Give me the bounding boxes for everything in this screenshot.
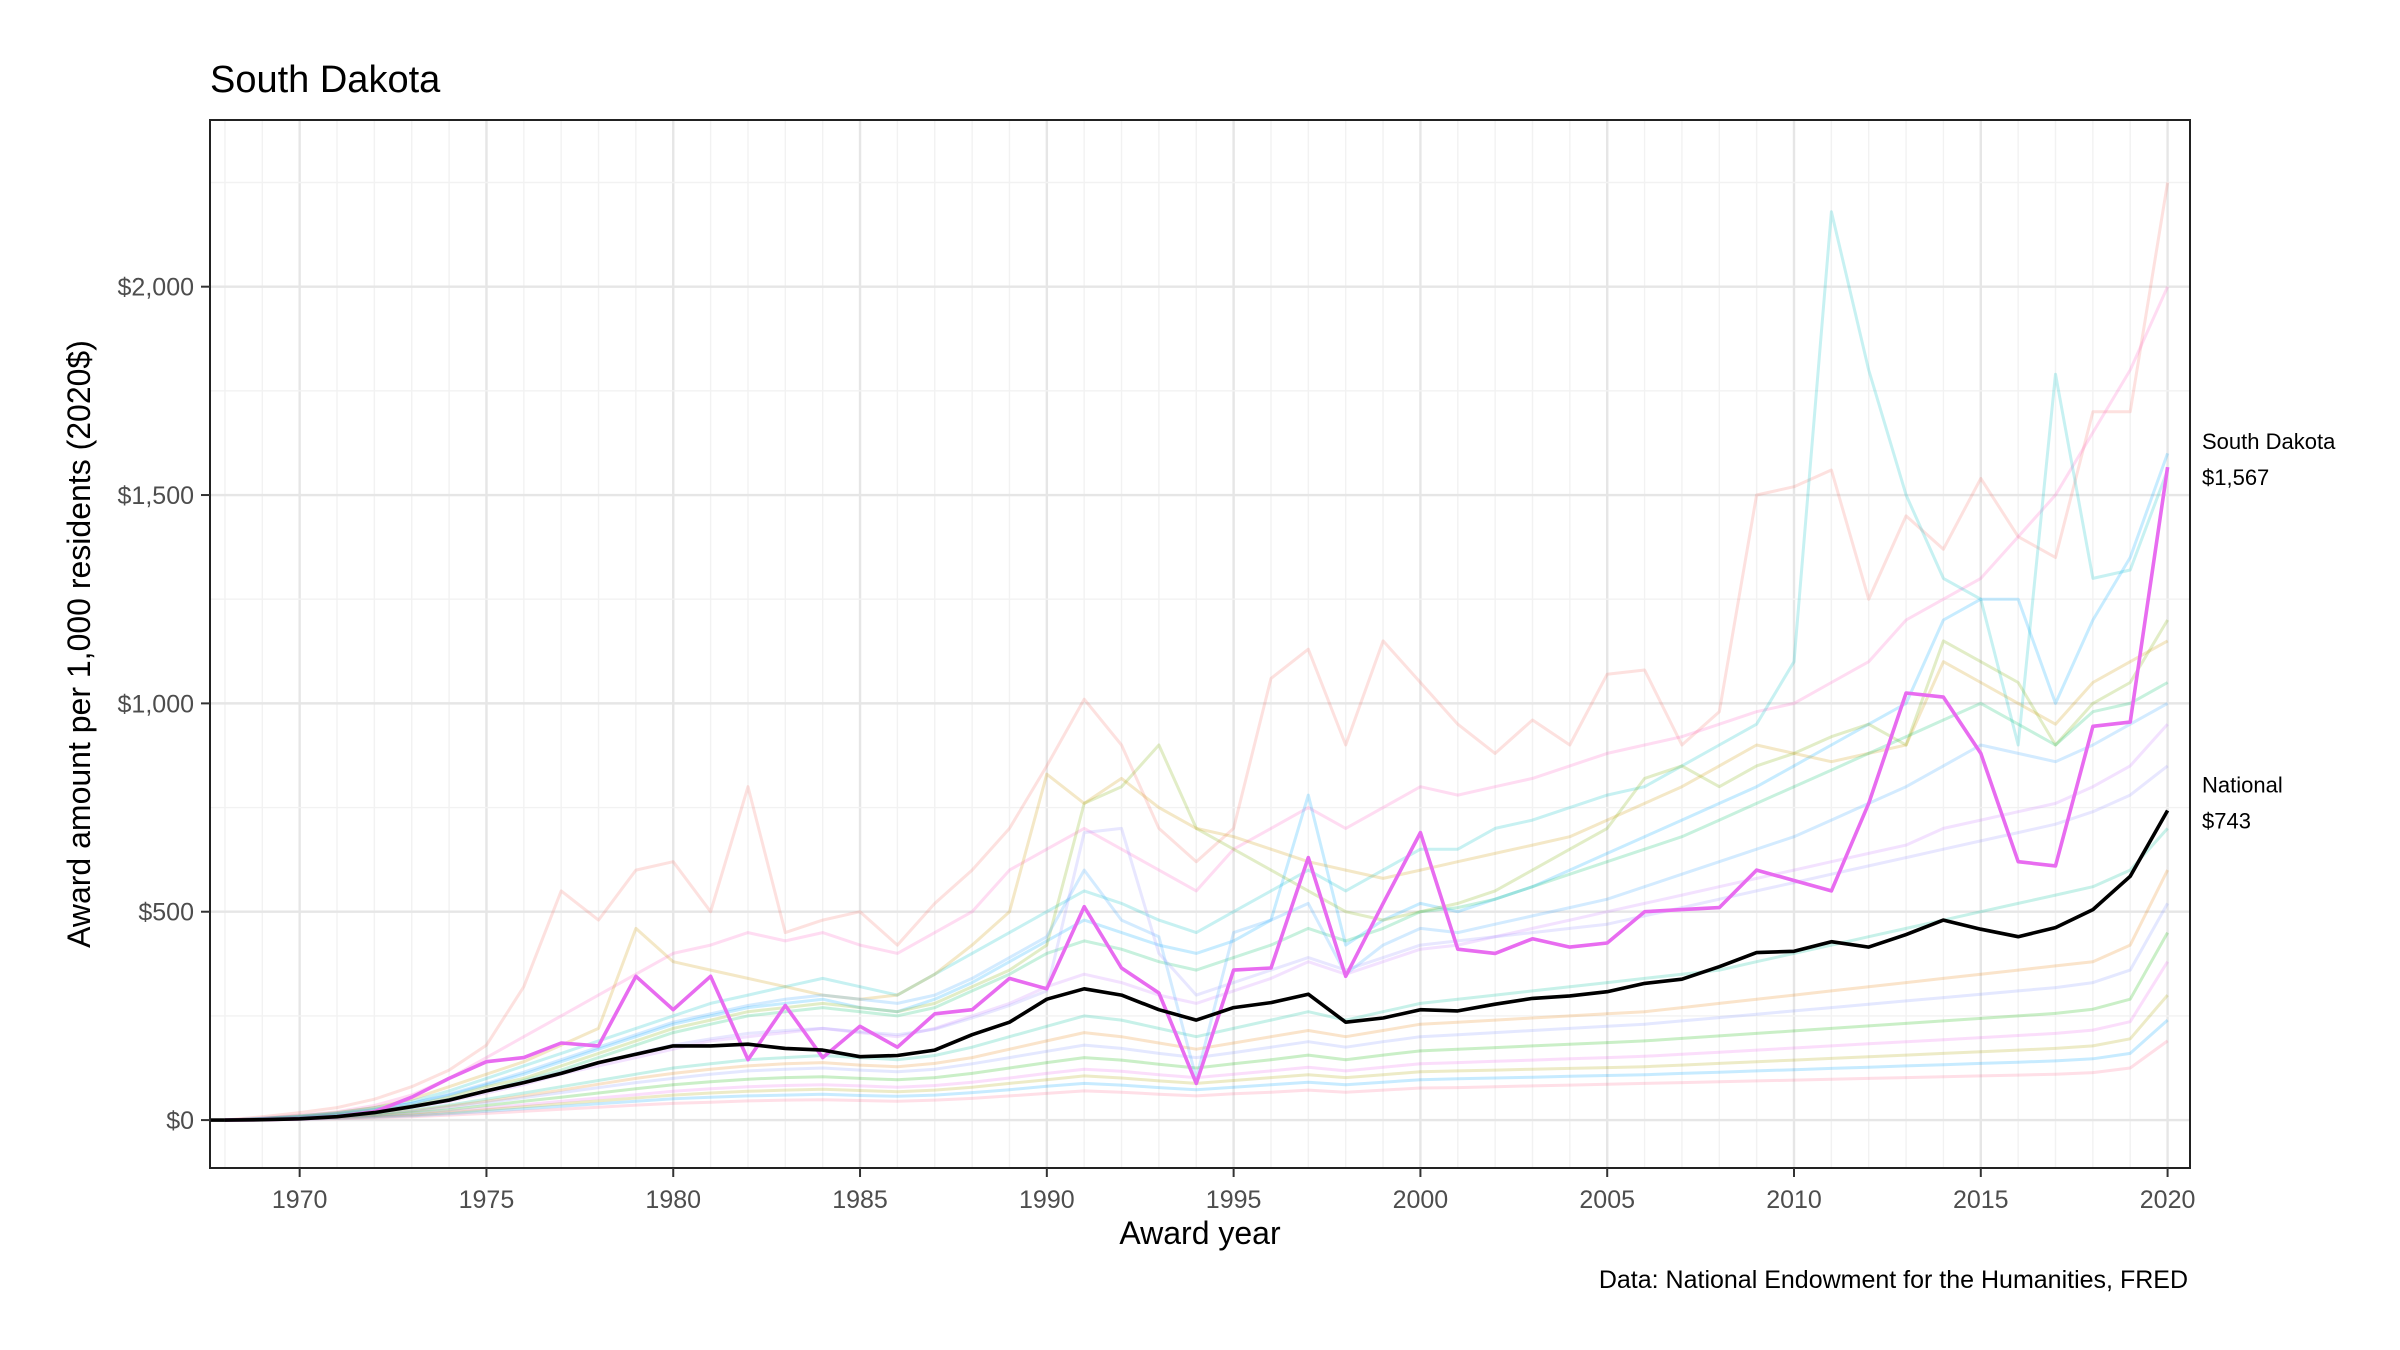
background-series-line — [224, 1018, 2169, 1122]
y-tick-label: $2,000 — [118, 274, 194, 302]
background-series-line — [224, 681, 2169, 1122]
background-series-line — [224, 452, 2170, 1122]
background-series-line — [224, 210, 2170, 1122]
background-series-line — [224, 286, 2169, 1122]
x-axis-label: Award year — [1119, 1215, 1281, 1251]
highlight-series-lines — [210, 466, 2170, 1122]
y-tick-label: $1,000 — [118, 690, 194, 718]
x-tick-label: 2010 — [1766, 1186, 1822, 1214]
chart-title: South Dakota — [210, 59, 441, 101]
data-source-caption: Data: National Endowment for the Humanit… — [1599, 1266, 2188, 1294]
series-line-national — [224, 809, 2170, 1122]
y-tick-label: $0 — [166, 1107, 194, 1135]
x-tick-label: 1990 — [1019, 1186, 1075, 1214]
y-axis: $0 $500 $1,000 $1,500 $2,000 — [118, 274, 210, 1135]
y-tick-label: $1,500 — [118, 482, 194, 510]
x-tick-label: 2005 — [1579, 1186, 1635, 1214]
x-axis: 1970 1975 1980 1985 1990 1995 2000 2005 2010 2015… — [272, 1168, 2196, 1214]
background-series-line — [224, 619, 2169, 1122]
x-tick-label: 1985 — [832, 1186, 888, 1214]
background-series-line — [224, 639, 2169, 1122]
background-series-line — [224, 1039, 2169, 1122]
background-series-line — [224, 902, 2169, 1122]
x-tick-label: 2015 — [1953, 1186, 2009, 1214]
plot-frame — [209, 119, 2191, 1169]
background-series-line — [224, 869, 2169, 1122]
x-tick-label: 1970 — [272, 1186, 328, 1214]
x-tick-label: 1975 — [459, 1186, 515, 1214]
end-labels: South Dakota $1,567 National $743 — [2202, 429, 2336, 833]
end-label-name: South Dakota — [2202, 429, 2336, 454]
background-series-line — [224, 960, 2169, 1122]
x-tick-label: 2020 — [2140, 1186, 2196, 1214]
end-label-name: National — [2202, 772, 2283, 797]
background-series-line — [224, 182, 2170, 1122]
y-tick-label: $500 — [138, 899, 194, 927]
background-series-line — [224, 931, 2169, 1122]
y-axis-label: Award amount per 1,000 residents (2020$) — [61, 340, 97, 948]
x-tick-label: 1980 — [645, 1186, 701, 1214]
series-line-south-dakota — [224, 466, 2170, 1122]
x-tick-label: 1995 — [1206, 1186, 1262, 1214]
end-label-value: $1,567 — [2202, 465, 2269, 490]
end-label-value: $743 — [2202, 808, 2251, 833]
x-tick-label: 2000 — [1393, 1186, 1449, 1214]
